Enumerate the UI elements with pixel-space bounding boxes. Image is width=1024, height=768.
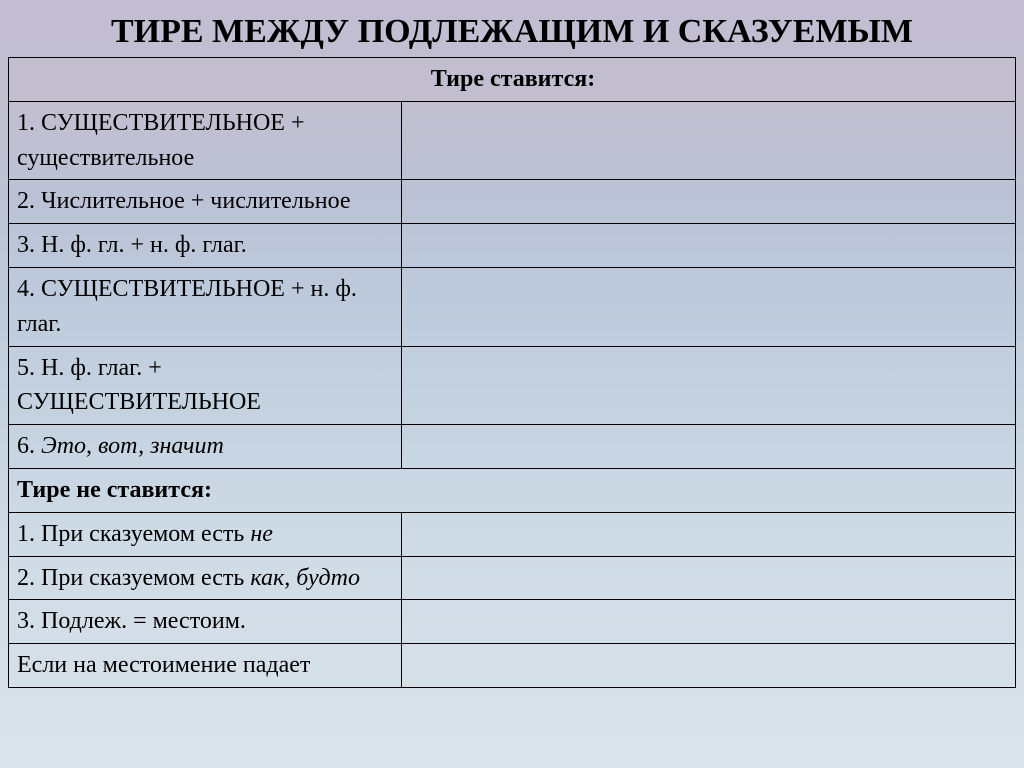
example-cell: [401, 180, 1015, 224]
example-cell: [401, 425, 1015, 469]
rule-cell: 3. Подлеж. = местоим.: [9, 600, 402, 644]
section-yes-header: Тире ставится:: [9, 58, 1016, 102]
rule-num: 3.: [17, 608, 35, 634]
rule-num: 5.: [17, 355, 35, 381]
table-row: 5. Н. ф. глаг. + СУЩЕСТВИТЕЛЬНОЕ: [9, 346, 1016, 425]
slide: ТИРЕ МЕЖДУ ПОДЛЕЖАЩИМ И СКАЗУЕМЫМ Тире с…: [0, 0, 1024, 768]
rule-text: При сказуемом есть: [35, 521, 250, 547]
rule-num: 6.: [17, 433, 35, 459]
rule-num: 4.: [17, 276, 35, 302]
example-cell: [401, 268, 1015, 347]
table-row: 1. При сказуемом есть не: [9, 512, 1016, 556]
table-row: 2. Числительное + числительное: [9, 180, 1016, 224]
table-row: Если на местоимение падает: [9, 644, 1016, 688]
rule-cell: Если на местоимение падает: [9, 644, 402, 688]
rule-text: Числительное + числительное: [35, 188, 351, 214]
rule-cell: 4. СУЩЕСТВИТЕЛЬНОЕ + н. ф. глаг.: [9, 268, 402, 347]
rule-cell: 2. Числительное + числительное: [9, 180, 402, 224]
rule-cell: 3. Н. ф. гл. + н. ф. глаг.: [9, 224, 402, 268]
rule-num: 1.: [17, 521, 35, 547]
rule-num: 3.: [17, 232, 35, 258]
rule-num: 1.: [17, 110, 35, 136]
example-cell: [401, 346, 1015, 425]
rule-text: СУЩЕСТВИТЕЛЬНОЕ + н. ф. глаг.: [17, 276, 357, 337]
rule-text: Н. ф. гл. + н. ф. глаг.: [35, 232, 247, 258]
example-cell: [401, 556, 1015, 600]
rule-cell: 5. Н. ф. глаг. + СУЩЕСТВИТЕЛЬНОЕ: [9, 346, 402, 425]
table-row: 3. Н. ф. гл. + н. ф. глаг.: [9, 224, 1016, 268]
table-row: 4. СУЩЕСТВИТЕЛЬНОЕ + н. ф. глаг.: [9, 268, 1016, 347]
table-row: 2. При сказуемом есть как, будто: [9, 556, 1016, 600]
rule-num: 2.: [17, 188, 35, 214]
example-cell: [401, 512, 1015, 556]
example-cell: [401, 644, 1015, 688]
rule-text: Подлеж. = местоим.: [35, 608, 246, 634]
table-row: 3. Подлеж. = местоим.: [9, 600, 1016, 644]
rule-cell: 2. При сказуемом есть как, будто: [9, 556, 402, 600]
rules-table: Тире ставится: 1. СУЩЕСТВИТЕЛЬНОЕ + суще…: [8, 57, 1016, 688]
rule-cell: 1. СУЩЕСТВИТЕЛЬНОЕ + существительное: [9, 101, 402, 180]
rule-text-italic: как, будто: [250, 565, 360, 591]
example-cell: [401, 600, 1015, 644]
slide-title: ТИРЕ МЕЖДУ ПОДЛЕЖАЩИМ И СКАЗУЕМЫМ: [8, 8, 1016, 57]
rule-num: 2.: [17, 565, 35, 591]
rule-text: Н. ф. глаг. + СУЩЕСТВИТЕЛЬНОЕ: [17, 355, 261, 416]
example-cell: [401, 101, 1015, 180]
rule-text-italic: Это, вот, значит: [35, 433, 224, 459]
rule-text: При сказуемом есть: [35, 565, 250, 591]
rule-text-italic: не: [250, 521, 273, 547]
example-cell: [401, 224, 1015, 268]
table-row: 1. СУЩЕСТВИТЕЛЬНОЕ + существительное: [9, 101, 1016, 180]
rule-text: СУЩЕСТВИТЕЛЬНОЕ + существительное: [17, 110, 304, 171]
section-no-header: Тире не ставится:: [9, 469, 1016, 513]
rule-cell: 6. Это, вот, значит: [9, 425, 402, 469]
table-row: 6. Это, вот, значит: [9, 425, 1016, 469]
rule-cell: 1. При сказуемом есть не: [9, 512, 402, 556]
